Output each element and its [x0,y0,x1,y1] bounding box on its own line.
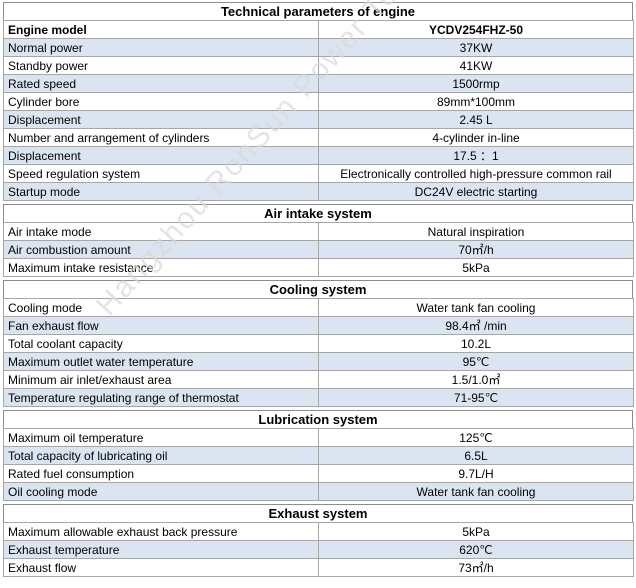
table-row: Startup mode DC24V electric starting [3,182,634,201]
row-value: Water tank fan cooling [318,482,634,501]
air-intake-table: Air intake mode Natural inspiration Air co… [3,222,634,277]
row-label: Displacement [3,146,319,165]
header-value: YCDV254FHZ-50 [318,20,634,39]
row-value: 73㎡/h [318,558,634,577]
row-label: Standby power [3,56,319,75]
table-row: Exhaust flow 73㎡/h [3,558,634,577]
table-row: Cylinder bore 89mm*100mm [3,92,634,111]
row-value: 1.5/1.0㎡ [318,370,634,389]
exhaust-table-body: Maximum allowable exhaust back pressure 5… [3,522,634,577]
row-value: 95℃ [318,352,634,371]
exhaust-title: Exhaust system [3,504,633,522]
row-value: 17.5 ：1 [318,146,634,165]
cooling-title: Cooling system [3,280,633,298]
row-value: 1500rmp [318,74,634,93]
row-value: Electronically controlled high-pressure … [318,164,634,183]
row-value: 71-95℃ [318,388,634,407]
table-row: Exhaust temperature 620℃ [3,540,634,559]
lubrication-title: Lubrication system [3,410,633,428]
row-value: 5kPa [318,258,634,277]
row-value: 125℃ [318,428,634,447]
row-label: Maximum allowable exhaust back pressure [3,522,319,541]
table-row: Oil cooling mode Water tank fan cooling [3,482,634,501]
table-row: Total coolant capacity 10.2L [3,334,634,353]
exhaust-table: Maximum allowable exhaust back pressure 5… [3,522,634,577]
row-value: 41KW [318,56,634,75]
table-row: Maximum outlet water temperature 95℃ [3,352,634,371]
row-label: Maximum intake resistance [3,258,319,277]
row-label: Exhaust temperature [3,540,319,559]
row-value: 10.2L [318,334,634,353]
engine-table-body: Engine model YCDV254FHZ-50 Normal power 37K… [3,20,634,201]
row-label: Minimum air inlet/exhaust area [3,370,319,389]
row-label: Fan exhaust flow [3,316,319,335]
row-label: Displacement [3,110,319,129]
row-value: DC24V electric starting [318,182,634,201]
table-row: Speed regulation system Electronically co… [3,164,634,183]
row-label: Exhaust flow [3,558,319,577]
table-row: Cooling mode Water tank fan cooling [3,298,634,317]
cooling-table: Cooling mode Water tank fan cooling Fan ex… [3,298,634,407]
row-label: Total coolant capacity [3,334,319,353]
table-row: Maximum allowable exhaust back pressure 5… [3,522,634,541]
lubrication-table-body: Maximum oil temperature 125℃ Total capacit… [3,428,634,501]
row-label: Cylinder bore [3,92,319,111]
row-label: Cooling mode [3,298,319,317]
row-label: Air intake mode [3,222,319,241]
row-value: 9.7L/H [318,464,634,483]
table-row: Displacement 2.45 L [3,110,634,129]
row-label: Startup mode [3,182,319,201]
row-value: 70㎡/h [318,240,634,259]
table-row: Maximum intake resistance 5kPa [3,258,634,277]
table-row: Air combustion amount 70㎡/h [3,240,634,259]
row-label: Maximum oil temperature [3,428,319,447]
table-header-row: Engine model YCDV254FHZ-50 [3,20,634,39]
row-value: 620℃ [318,540,634,559]
table-row: Total capacity of lubricating oil 6.5L [3,446,634,465]
table-row: Displacement 17.5 ：1 [3,146,634,165]
row-value: 6.5L [318,446,634,465]
table-row: Rated speed 1500rmp [3,74,634,93]
table-row: Rated fuel consumption 9.7L/H [3,464,634,483]
row-label: Maximum outlet water temperature [3,352,319,371]
row-label: Rated fuel consumption [3,464,319,483]
row-label: Temperature regulating range of thermost… [3,388,319,407]
spec-sheet: Technical parameters of engine Engine mo… [3,2,634,577]
table-row: Minimum air inlet/exhaust area 1.5/1.0㎡ [3,370,634,389]
row-label: Oil cooling mode [3,482,319,501]
row-label: Air combustion amount [3,240,319,259]
engine-table: Engine model YCDV254FHZ-50 Normal power 37K… [3,20,634,201]
table-row: Number and arrangement of cylinders 4-cyl… [3,128,634,147]
row-label: Speed regulation system [3,164,319,183]
row-value: Water tank fan cooling [318,298,634,317]
row-label: Rated speed [3,74,319,93]
cooling-table-body: Cooling mode Water tank fan cooling Fan ex… [3,298,634,407]
table-row: Air intake mode Natural inspiration [3,222,634,241]
row-value: 5kPa [318,522,634,541]
row-value: 89mm*100mm [318,92,634,111]
row-value: 4-cylinder in-line [318,128,634,147]
row-value: 2.45 L [318,110,634,129]
table-row: Standby power 41KW [3,56,634,75]
row-label: Normal power [3,38,319,57]
row-label: Number and arrangement of cylinders [3,128,319,147]
row-label: Total capacity of lubricating oil [3,446,319,465]
table-row: Fan exhaust flow 98.4㎡ /min [3,316,634,335]
header-label: Engine model [3,20,319,39]
table-row: Maximum oil temperature 125℃ [3,428,634,447]
row-value: 37KW [318,38,634,57]
air-intake-title: Air intake system [3,204,633,222]
air-intake-table-body: Air intake mode Natural inspiration Air co… [3,222,634,277]
lubrication-table: Maximum oil temperature 125℃ Total capacit… [3,428,634,501]
table-row: Normal power 37KW [3,38,634,57]
row-value: 98.4㎡ /min [318,316,634,335]
table-row: Temperature regulating range of thermost… [3,388,634,407]
page-title: Technical parameters of engine [3,2,633,20]
row-value: Natural inspiration [318,222,634,241]
